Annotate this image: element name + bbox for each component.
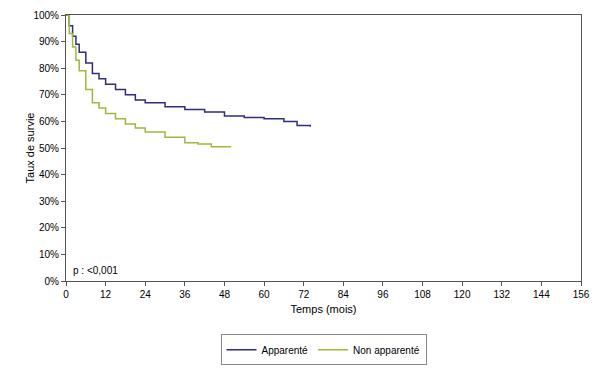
svg-text:70%: 70%	[39, 89, 59, 100]
svg-text:12: 12	[100, 289, 112, 300]
svg-text:Temps (mois): Temps (mois)	[290, 303, 356, 315]
svg-text:20%: 20%	[39, 222, 59, 233]
svg-text:0: 0	[63, 289, 69, 300]
svg-text:Non apparenté: Non apparenté	[353, 345, 420, 356]
svg-text:24: 24	[140, 289, 152, 300]
svg-text:132: 132	[493, 289, 510, 300]
svg-text:p : <0,001: p : <0,001	[73, 265, 118, 276]
svg-text:60%: 60%	[39, 116, 59, 127]
svg-text:108: 108	[414, 289, 431, 300]
svg-text:84: 84	[338, 289, 350, 300]
svg-text:120: 120	[454, 289, 471, 300]
svg-text:48: 48	[219, 289, 231, 300]
svg-text:10%: 10%	[39, 249, 59, 260]
svg-text:156: 156	[573, 289, 590, 300]
svg-text:60: 60	[259, 289, 271, 300]
svg-text:36: 36	[179, 289, 191, 300]
svg-text:144: 144	[533, 289, 550, 300]
svg-text:Taux de survie: Taux de survie	[24, 113, 36, 184]
svg-text:30%: 30%	[39, 196, 59, 207]
svg-text:100%: 100%	[33, 10, 59, 21]
svg-text:Apparenté: Apparenté	[262, 345, 309, 356]
svg-text:96: 96	[377, 289, 389, 300]
svg-text:80%: 80%	[39, 63, 59, 74]
svg-text:90%: 90%	[39, 36, 59, 47]
svg-text:50%: 50%	[39, 143, 59, 154]
svg-text:40%: 40%	[39, 169, 59, 180]
svg-text:0%: 0%	[45, 276, 60, 287]
svg-text:72: 72	[298, 289, 310, 300]
